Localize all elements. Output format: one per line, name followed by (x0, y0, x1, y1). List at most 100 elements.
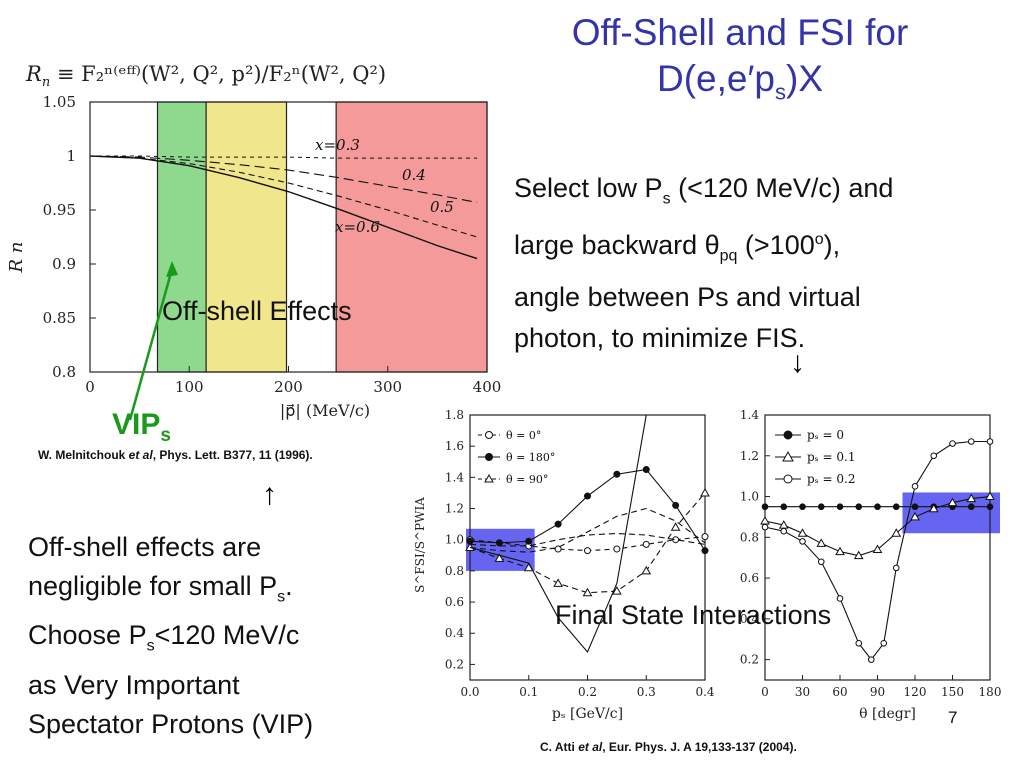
select-line-1: Select low Ps (<120 MeV/c) and (514, 168, 1014, 219)
x-tick-label: 0 (761, 685, 769, 699)
select-l2-sub: pq (719, 247, 738, 265)
x-axis-label: pₛ [GeV/c] (552, 706, 623, 722)
y-tick-label: 0.2 (740, 653, 759, 667)
x-tick-label: 0.4 (695, 685, 714, 699)
x-tick-label: 100 (175, 378, 204, 396)
select-criteria-text: Select low Ps (<120 MeV/c) and large bac… (514, 168, 1014, 359)
vip-arrow (128, 261, 178, 421)
legend-label: pₛ = 0.2 (807, 472, 856, 486)
citation-author: W. Melnitchouk (38, 448, 129, 462)
legend-label: θ = 180° (506, 451, 555, 464)
band-yellow (205, 101, 288, 373)
data-point (701, 533, 709, 541)
y-tick-label: 1.4 (740, 408, 759, 422)
offshell-line-4: as Very Important (28, 669, 240, 700)
formula-lhs-sub: n (41, 75, 51, 91)
data-point (760, 515, 770, 525)
x-axis-label: θ [degr] (859, 706, 916, 722)
series-label-4: x=0.6 (335, 218, 380, 236)
data-point (554, 545, 562, 553)
data-point (642, 466, 650, 474)
data-point (780, 527, 788, 535)
vip-band (902, 492, 1000, 534)
offshell-l3-a: Choose P (28, 620, 147, 651)
title-line-2-sub: s (775, 79, 786, 105)
x-tick-label: 90 (870, 685, 885, 699)
y-tick-label: 1.8 (445, 408, 464, 422)
x-tick-label: 200 (274, 378, 303, 396)
offshell-line-1: Off-shell effects are (28, 532, 262, 562)
y-tick-label: 0.6 (445, 595, 464, 609)
series-line-4 (89, 155, 478, 260)
offshell-l2-a: negligible for small P (28, 571, 278, 601)
title-line-2-main: D(e,e′p (657, 58, 775, 99)
data-point (892, 503, 900, 511)
x-tick-label: 60 (832, 685, 847, 699)
y-tick-label: 1 (66, 147, 76, 165)
x-axis-label: |p⃗| (MeV/c) (280, 401, 370, 420)
title-line-1: Off-Shell and FSI for (571, 12, 909, 53)
data-point (701, 547, 709, 555)
data-point (835, 546, 845, 556)
fsi-vs-angle-chart: pₛ = 0 pₛ = 0.1 pₛ = 0.2 0 30 60 90 120 150 180 0.… (740, 408, 1002, 722)
legend-marker (485, 453, 493, 461)
data-point (855, 503, 863, 511)
y-tick-label: 0.8 (52, 363, 76, 381)
data-point (761, 523, 769, 531)
y-tick-label: 0.2 (445, 657, 464, 671)
data-point (967, 503, 975, 511)
data-point (613, 545, 621, 553)
y-tick-label: 1.2 (740, 449, 759, 463)
data-point (855, 640, 863, 647)
citation-etal: et al (578, 740, 603, 754)
select-l2-b: (>100 (737, 230, 815, 261)
legend-marker (484, 473, 494, 483)
vip-label: VIPs (112, 408, 171, 447)
fsi-vs-momentum-chart: θ = 0° θ = 180° θ = 90° 0.0 0.1 0.2 0.3 0.4 0.2 0… (413, 408, 715, 722)
data-point (612, 586, 622, 595)
vip-band (466, 528, 535, 571)
legend-label: pₛ = 0 (807, 428, 844, 442)
select-l1-b: (<120 MeV/c) and (670, 173, 894, 203)
slide-title: Off-Shell and FSI for D(e,e′ps)X (470, 10, 1010, 115)
offshell-explanation: Off-shell effects are negligible for sma… (28, 528, 428, 744)
data-point (947, 497, 958, 507)
data-point (554, 520, 562, 528)
data-point (949, 440, 956, 447)
data-point (672, 501, 680, 509)
y-tick-label: 0.9 (52, 255, 76, 273)
y-tick-label: 1.0 (445, 533, 464, 547)
legend-marker (783, 430, 793, 440)
y-axis-label: R n (6, 242, 27, 274)
x-tick-label: 0.0 (460, 685, 479, 699)
offshell-line-5: Spectator Protons (VIP) (28, 708, 314, 739)
series-label-1: x=0.3 (315, 136, 360, 154)
series-line-6 (469, 507, 706, 553)
select-l2-a: large backward θ (514, 230, 720, 261)
data-point (584, 492, 591, 500)
select-l1-sub: s (662, 190, 671, 208)
formula-lhs: R (26, 62, 42, 86)
select-line-2: large backward θpq (>100o), (514, 219, 1014, 276)
offshell-l2-b: . (285, 571, 293, 601)
x-tick-label: 0.2 (578, 685, 597, 699)
y-axis-label: S^FSI/S^PWIA (413, 497, 427, 593)
x-tick-label: 30 (795, 685, 810, 699)
vip-label-main: VIP (112, 408, 161, 441)
formula-rn-definition: Rn ≡ F₂ⁿ⁽ᵉᶠᶠ⁾(W², Q², p²)/F₂ⁿ(W², Q²) (26, 62, 386, 90)
y-tick-label: 0.8 (740, 530, 759, 544)
y-tick-label: 1.4 (445, 470, 464, 484)
offshell-effects-label: Off-shell Effects (162, 296, 352, 326)
data-point (874, 503, 881, 511)
data-point (967, 438, 975, 445)
data-point (986, 503, 994, 511)
data-point (700, 487, 710, 497)
data-point (880, 640, 888, 647)
legend-marker (485, 431, 493, 439)
citation-melnitchouk: W. Melnitchouk et al, Phys. Lett. B377, … (38, 448, 313, 462)
y-tick-label: 0.4 (740, 612, 759, 626)
series-line-3 (764, 440, 990, 661)
data-point (799, 538, 806, 545)
offshell-l3-sub: s (146, 637, 155, 655)
offshell-ratio-chart: x=0.3 0.40.5 x=0.6 0 100 200 300 400 0.8 0.85 0.9 0… (6, 93, 501, 420)
